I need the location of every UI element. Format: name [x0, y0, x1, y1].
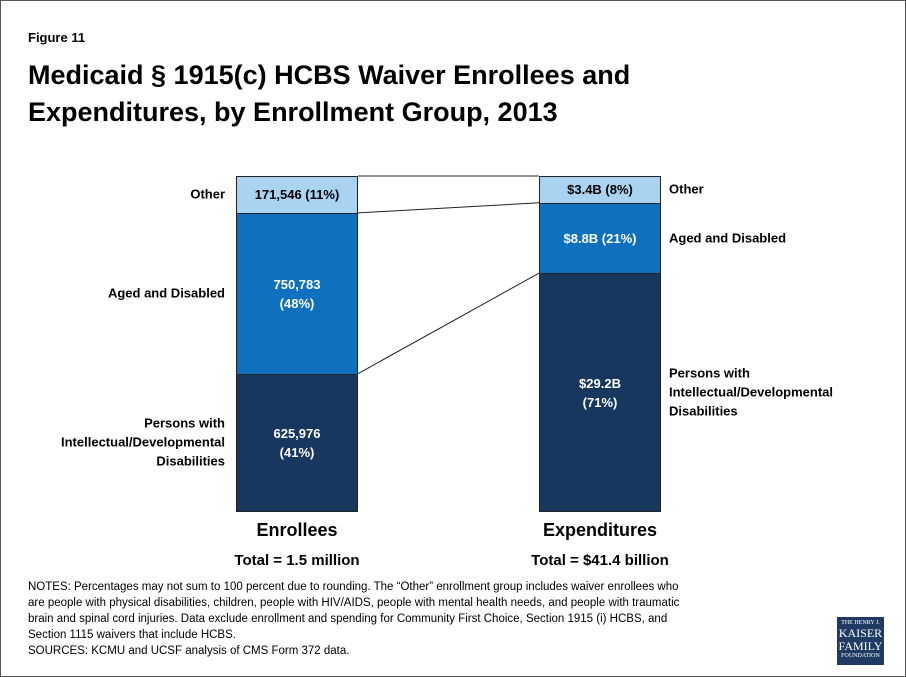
bar-segment: 625,976 (41%) — [236, 373, 358, 512]
bar-segment: $29.2B (71%) — [539, 273, 661, 512]
series-label: Persons with Intellectual/Developmental … — [61, 415, 225, 469]
notes: NOTES: Percentages may not sum to 100 pe… — [28, 579, 679, 659]
series-label: Other — [669, 181, 704, 197]
category-label: Enrollees — [256, 520, 338, 540]
value-label: 625,976 (41%) — [273, 425, 321, 460]
logo-text: KAISER — [838, 626, 883, 640]
category-total: Total = $41.4 billion — [531, 552, 669, 569]
bar-segment: $8.8B (21%) — [539, 202, 661, 275]
series-label: Aged and Disabled — [669, 230, 787, 246]
category-total: Total = 1.5 million — [234, 552, 360, 569]
logo-text: FOUNDATION — [841, 653, 880, 659]
note-line: SOURCES: KCMU and UCSF analysis of CMS F… — [28, 645, 350, 657]
chart-title: Medicaid § 1915(c) HCBS Waiver Enrollees… — [28, 60, 631, 127]
connector-line — [357, 272, 540, 375]
bar-segment: 750,783 (48%) — [236, 212, 358, 375]
logo: THE HENRY J. KAISER FAMILY FOUNDATION — [837, 617, 884, 665]
bar-segment: 171,546 (11%) — [236, 176, 358, 214]
series-label: Aged and Disabled — [107, 285, 225, 301]
note-line: NOTES: Percentages may not sum to 100 pe… — [28, 581, 679, 593]
logo-text: FAMILY — [838, 639, 883, 653]
note-line: are people with physical disabilities, c… — [28, 597, 680, 609]
value-label: $29.2B (71%) — [579, 375, 621, 410]
value-label: $3.4B (8%) — [567, 182, 633, 198]
note-line: brain and spinal cord injuries. Data exc… — [28, 613, 668, 625]
figure-label: Figure 11 — [28, 30, 86, 45]
logo-text: THE HENRY J. — [841, 620, 880, 626]
value-label: 750,783 (48%) — [273, 276, 321, 311]
series-label: Other — [190, 186, 225, 202]
bar-segment: $3.4B (8%) — [539, 176, 661, 204]
category-label: Expenditures — [542, 520, 658, 540]
note-line: Section 1115 waivers that include HCBS. — [28, 629, 236, 641]
value-label: $8.8B (21%) — [563, 230, 637, 246]
connector-line — [357, 202, 540, 214]
value-label: 171,546 (11%) — [254, 187, 340, 203]
series-label: Persons with Intellectual/Developmental … — [669, 365, 833, 419]
